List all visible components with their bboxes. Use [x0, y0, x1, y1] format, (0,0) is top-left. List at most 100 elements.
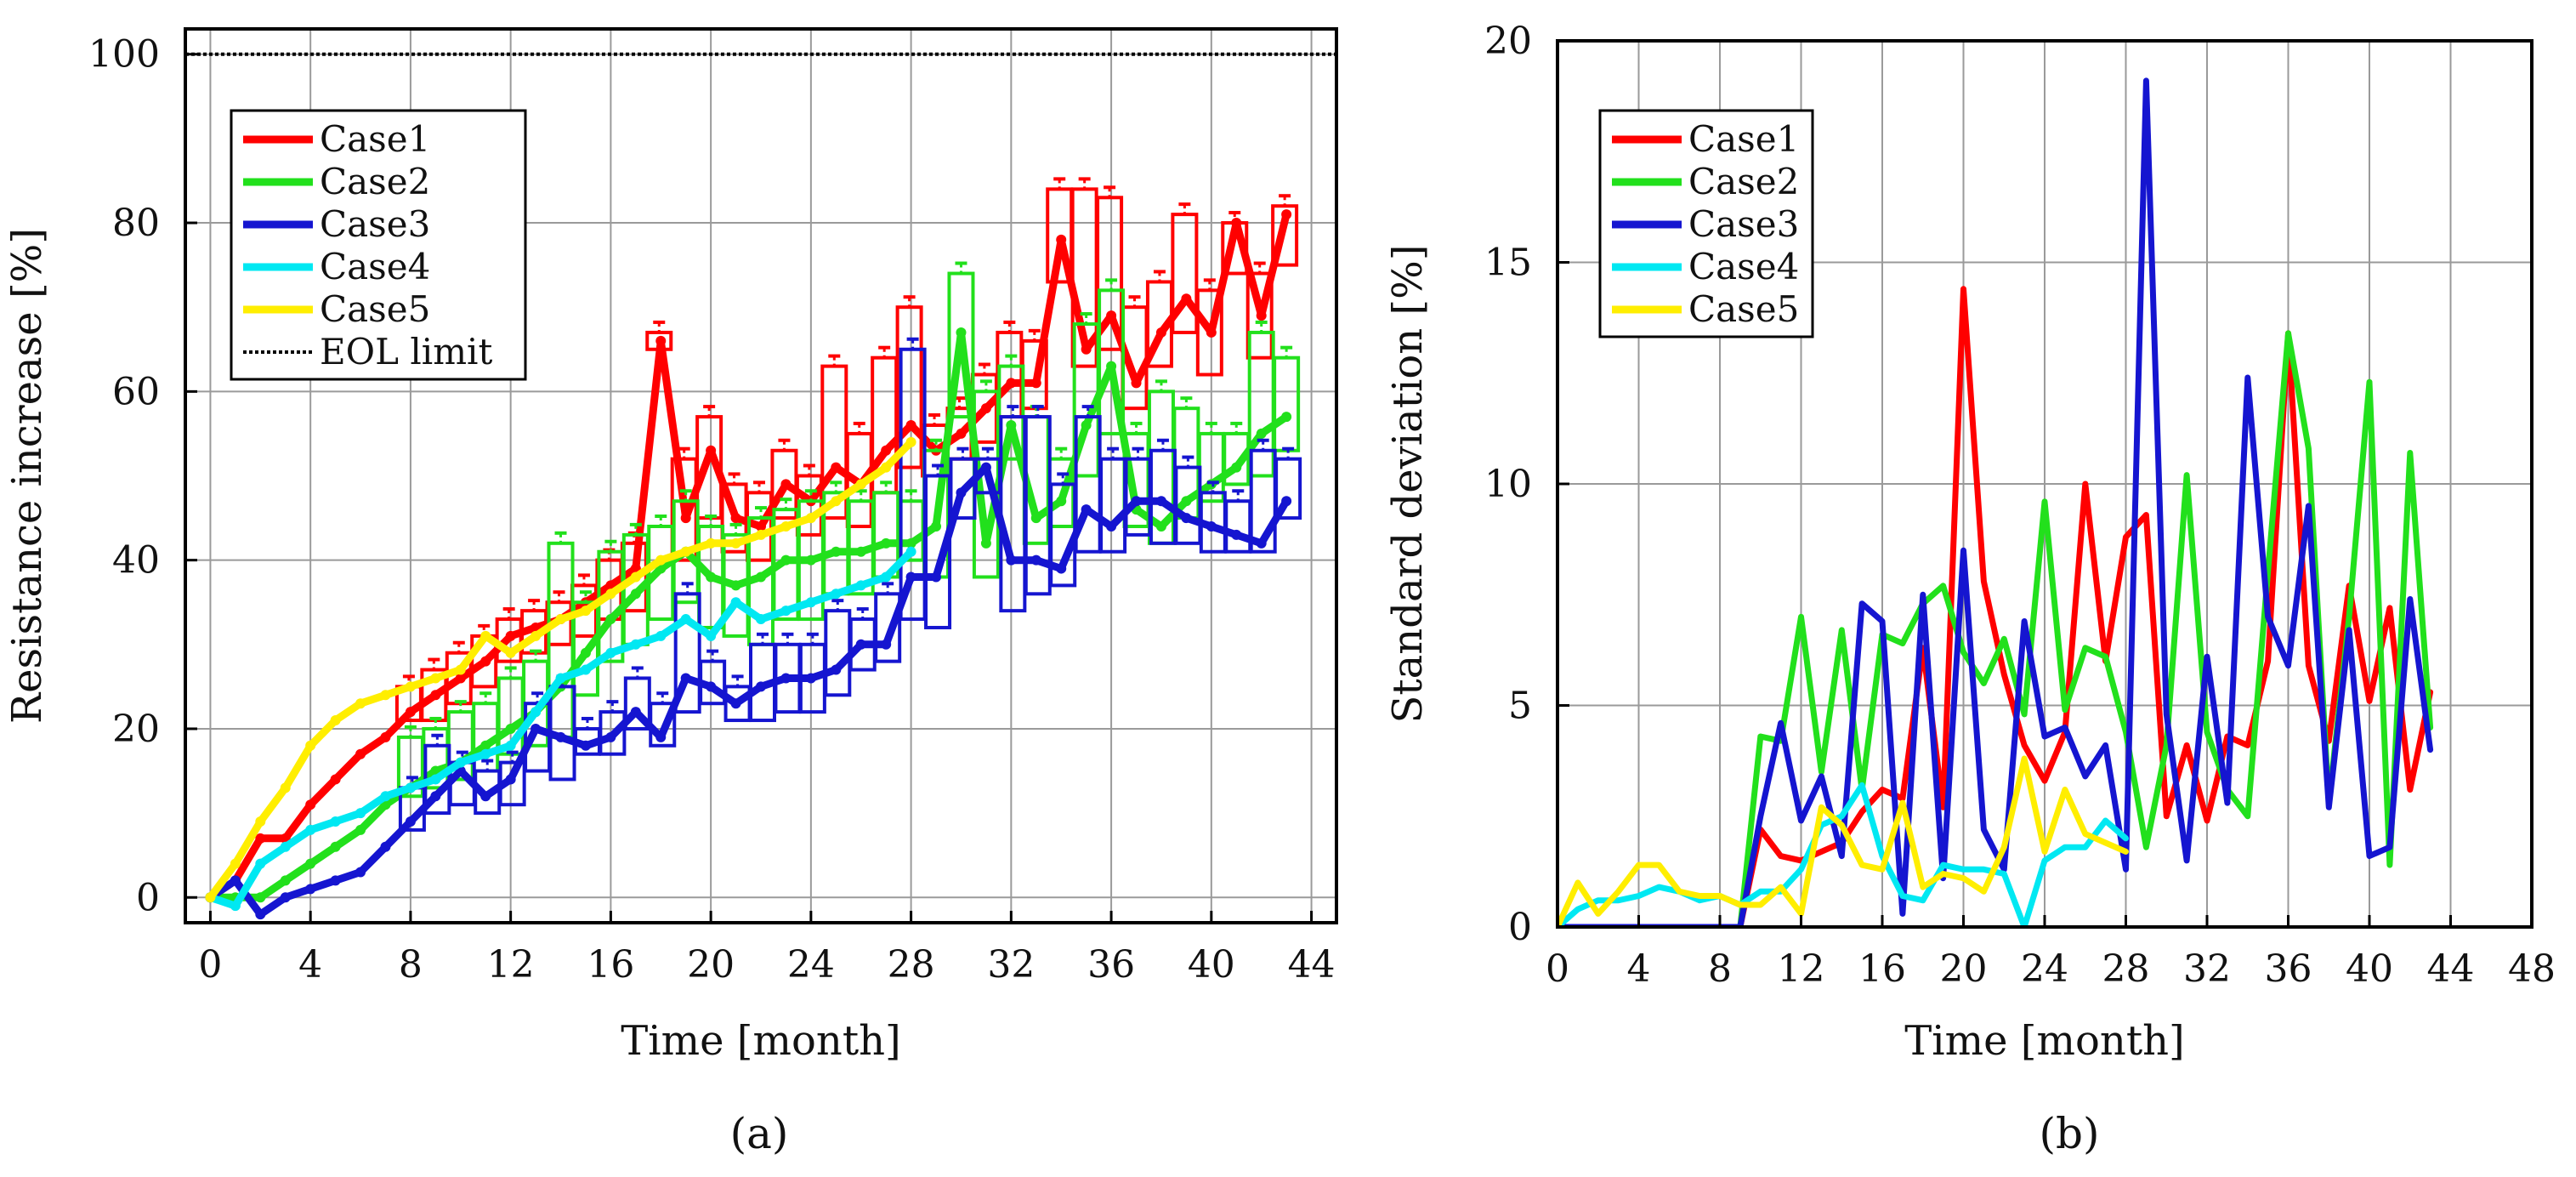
x-tick-label: 36 — [2265, 947, 2312, 991]
series-case5 — [1558, 755, 2129, 927]
data-point — [355, 698, 366, 709]
data-point — [255, 833, 266, 844]
data-point — [555, 614, 566, 625]
legend-label: Case3 — [1688, 203, 1799, 245]
data-point — [956, 487, 967, 498]
data-point — [1006, 554, 1017, 566]
data-point — [980, 537, 991, 549]
y-tick-label: 10 — [1484, 463, 1532, 506]
plot-area — [185, 52, 1336, 920]
data-point — [280, 875, 291, 886]
x-axis-title: Time [month] — [1904, 1017, 2185, 1065]
data-point — [1131, 378, 1142, 389]
data-point — [355, 748, 366, 759]
data-point — [730, 537, 741, 549]
data-point — [255, 816, 266, 827]
data-point — [405, 782, 416, 793]
x-tick-label: 40 — [2346, 947, 2393, 991]
data-point — [255, 909, 266, 920]
data-point — [1155, 520, 1166, 532]
data-point — [680, 614, 691, 625]
x-tick-label: 0 — [198, 943, 222, 987]
legend-label: Case2 — [1688, 161, 1799, 202]
data-point — [931, 520, 942, 532]
data-point — [1155, 327, 1166, 338]
data-point — [1281, 209, 1292, 220]
x-tick-label: 8 — [399, 943, 423, 987]
legend-label: Case1 — [1688, 118, 1799, 160]
data-point — [805, 554, 816, 566]
data-point — [1181, 496, 1192, 507]
data-point — [730, 580, 741, 591]
series-line — [1558, 77, 2434, 927]
data-point — [580, 740, 591, 751]
data-point — [1206, 327, 1217, 338]
data-point — [630, 707, 641, 718]
y-tick-label: 20 — [112, 708, 160, 751]
y-tick-label: 100 — [88, 33, 160, 77]
data-point — [1206, 520, 1217, 532]
data-point — [680, 513, 691, 524]
data-point — [580, 606, 591, 617]
data-point — [756, 614, 766, 625]
x-tick-label: 16 — [1858, 947, 1906, 991]
data-point — [1006, 378, 1017, 389]
data-point — [1231, 462, 1242, 473]
data-point — [1006, 420, 1017, 431]
data-point — [680, 546, 691, 557]
panel-label: (b) — [2039, 1109, 2099, 1158]
data-point — [505, 723, 516, 734]
data-point — [1081, 420, 1092, 431]
data-point — [1106, 361, 1117, 372]
y-tick-label: 15 — [1484, 242, 1532, 285]
data-point — [905, 436, 916, 447]
data-point — [305, 824, 316, 835]
data-point — [780, 554, 792, 566]
ticks: 0 4 8 12 16 20 24 28 32 36 40 44 0 20 40 60 80 100 — [88, 33, 1336, 987]
data-point — [1106, 520, 1117, 532]
x-tick-label: 36 — [1087, 943, 1135, 987]
data-point — [1081, 504, 1092, 515]
data-point — [330, 816, 341, 827]
data-point — [605, 647, 616, 658]
data-point — [831, 588, 842, 600]
data-point — [505, 774, 516, 785]
legend-label-eol: EOL limit — [320, 331, 492, 372]
data-point — [430, 690, 441, 701]
x-tick-label: 24 — [787, 943, 835, 987]
data-point — [605, 588, 616, 600]
series-case3 — [1558, 77, 2434, 927]
data-point — [455, 757, 466, 768]
chart-panel-a: 0 4 8 12 16 20 24 28 32 36 40 44 0 20 40 60 80 100 Time [m… — [3, 27, 1338, 1158]
data-point — [355, 867, 366, 878]
box-plot — [1099, 457, 1127, 554]
data-point — [630, 639, 641, 650]
x-tick-label: 28 — [888, 943, 935, 987]
data-point — [305, 799, 316, 810]
series-case4 — [205, 546, 916, 912]
data-point — [905, 571, 916, 583]
data-point — [1231, 529, 1242, 540]
data-point — [831, 496, 842, 507]
x-tick-label: 32 — [2183, 947, 2231, 991]
data-point — [280, 841, 291, 852]
data-point — [980, 462, 991, 473]
data-point — [730, 698, 741, 709]
data-point — [655, 335, 667, 346]
data-point — [805, 597, 816, 608]
data-point — [730, 597, 741, 608]
data-point — [405, 707, 416, 718]
x-tick-label: 12 — [487, 943, 535, 987]
data-point — [855, 479, 866, 490]
data-point — [780, 479, 792, 490]
y-tick-label: 20 — [1484, 20, 1532, 63]
data-point — [455, 673, 466, 684]
y-tick-label: 0 — [136, 876, 160, 919]
data-point — [230, 901, 241, 912]
y-tick-label: 5 — [1508, 685, 1532, 728]
data-point — [355, 824, 366, 835]
data-point — [280, 892, 291, 903]
